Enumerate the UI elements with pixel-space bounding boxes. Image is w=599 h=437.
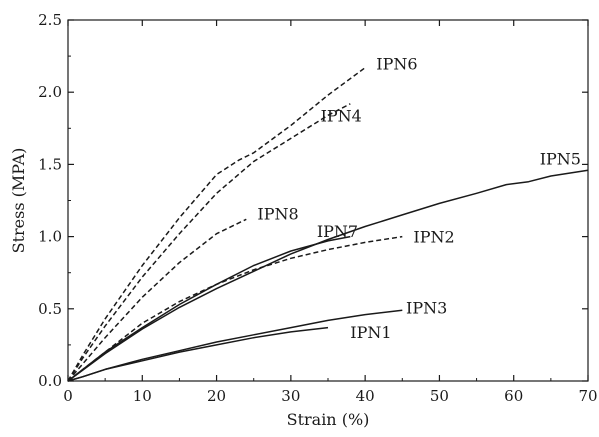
- x-axis-title: Strain (%): [287, 410, 370, 429]
- series-line-ipn2: [67, 235, 403, 382]
- series-label-ipn6: IPN6: [376, 54, 417, 73]
- series-line-ipn5: [67, 169, 589, 382]
- x-tick-label: 10: [133, 387, 152, 405]
- y-axis-title: Stress (MPA): [9, 148, 28, 254]
- x-tick-label: 30: [281, 387, 300, 405]
- y-tick-label: 1.5: [38, 155, 62, 173]
- series-label-ipn7: IPN7: [317, 222, 358, 241]
- series-line-ipn7: [67, 235, 351, 382]
- x-tick-label: 70: [578, 387, 597, 405]
- series-label-ipn5: IPN5: [540, 150, 581, 169]
- x-tick-label: 40: [356, 387, 375, 405]
- series-label-ipn4: IPN4: [321, 106, 362, 125]
- y-tick-label: 2.5: [38, 11, 62, 29]
- series-line-ipn4: [67, 103, 351, 382]
- series-label-ipn8: IPN8: [257, 204, 298, 223]
- y-tick-label: 1.0: [38, 228, 62, 246]
- series-label-ipn3: IPN3: [406, 298, 447, 317]
- y-tick-label: 2.0: [38, 83, 62, 101]
- series-line-ipn6: [67, 67, 366, 382]
- y-tick-label: 0.5: [38, 300, 62, 318]
- x-tick-label: 50: [430, 387, 449, 405]
- series-line-ipn3: [67, 309, 403, 382]
- series-label-ipn2: IPN2: [413, 228, 454, 247]
- x-tick-label: 60: [504, 387, 523, 405]
- plot-area: 0 10 20 30 40 50 60 70 0.0 0.5 1.0 1.5 2.0 2.5 IPN6 IPN…: [38, 11, 597, 405]
- x-tick-label: 20: [207, 387, 226, 405]
- series-line-ipn8: [67, 218, 247, 382]
- x-tick-label: 0: [63, 387, 73, 405]
- series-label-ipn1: IPN1: [350, 323, 391, 342]
- y-tick-label: 0.0: [38, 372, 62, 390]
